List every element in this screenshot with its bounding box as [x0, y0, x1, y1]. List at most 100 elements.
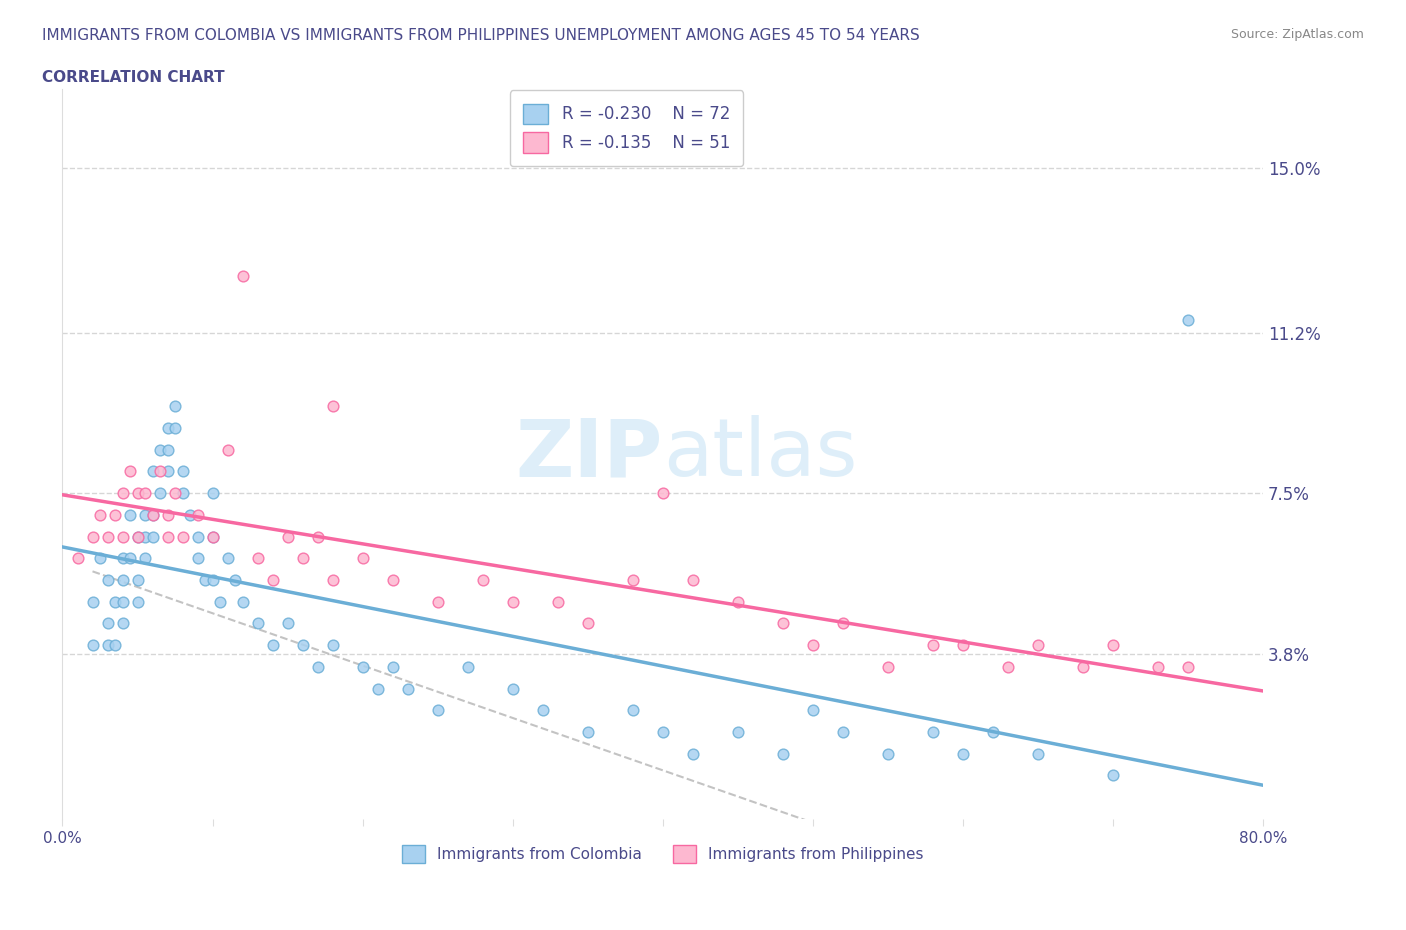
- Point: [997, 659, 1019, 674]
- Point: [831, 616, 853, 631]
- Point: [201, 529, 224, 544]
- Point: [381, 659, 404, 674]
- Point: [156, 464, 179, 479]
- Point: [352, 659, 374, 674]
- Point: [149, 464, 172, 479]
- Point: [172, 529, 194, 544]
- Point: [96, 529, 118, 544]
- Point: [246, 616, 269, 631]
- Point: [134, 485, 156, 500]
- Point: [127, 573, 149, 588]
- Point: [172, 485, 194, 500]
- Point: [621, 573, 644, 588]
- Point: [179, 508, 201, 523]
- Point: [141, 529, 163, 544]
- Point: [801, 703, 824, 718]
- Point: [149, 443, 172, 458]
- Point: [922, 638, 945, 653]
- Point: [165, 485, 187, 500]
- Point: [277, 616, 299, 631]
- Point: [352, 551, 374, 565]
- Point: [801, 638, 824, 653]
- Point: [111, 485, 134, 500]
- Point: [82, 638, 104, 653]
- Point: [396, 681, 419, 696]
- Point: [1177, 312, 1199, 327]
- Point: [307, 659, 329, 674]
- Point: [187, 551, 209, 565]
- Point: [1026, 746, 1049, 761]
- Point: [118, 551, 141, 565]
- Point: [127, 594, 149, 609]
- Point: [381, 573, 404, 588]
- Legend: Immigrants from Colombia, Immigrants from Philippines: Immigrants from Colombia, Immigrants fro…: [396, 839, 929, 870]
- Point: [82, 594, 104, 609]
- Point: [367, 681, 389, 696]
- Point: [262, 573, 284, 588]
- Point: [104, 638, 127, 653]
- Point: [246, 551, 269, 565]
- Point: [952, 638, 974, 653]
- Point: [141, 508, 163, 523]
- Point: [165, 399, 187, 414]
- Point: [682, 746, 704, 761]
- Point: [727, 724, 749, 739]
- Point: [134, 529, 156, 544]
- Point: [682, 573, 704, 588]
- Point: [426, 703, 449, 718]
- Point: [96, 573, 118, 588]
- Text: CORRELATION CHART: CORRELATION CHART: [42, 70, 225, 85]
- Point: [291, 551, 314, 565]
- Point: [201, 485, 224, 500]
- Point: [209, 594, 232, 609]
- Point: [187, 529, 209, 544]
- Point: [232, 269, 254, 284]
- Point: [111, 551, 134, 565]
- Point: [134, 508, 156, 523]
- Point: [156, 443, 179, 458]
- Point: [96, 616, 118, 631]
- Point: [981, 724, 1004, 739]
- Point: [426, 594, 449, 609]
- Point: [322, 638, 344, 653]
- Point: [322, 399, 344, 414]
- Point: [66, 551, 89, 565]
- Point: [134, 551, 156, 565]
- Point: [547, 594, 569, 609]
- Point: [104, 594, 127, 609]
- Point: [1071, 659, 1094, 674]
- Text: Source: ZipAtlas.com: Source: ZipAtlas.com: [1230, 28, 1364, 41]
- Point: [89, 551, 111, 565]
- Point: [772, 616, 794, 631]
- Point: [727, 594, 749, 609]
- Point: [127, 485, 149, 500]
- Point: [502, 594, 524, 609]
- Point: [651, 485, 673, 500]
- Text: IMMIGRANTS FROM COLOMBIA VS IMMIGRANTS FROM PHILIPPINES UNEMPLOYMENT AMONG AGES : IMMIGRANTS FROM COLOMBIA VS IMMIGRANTS F…: [42, 28, 920, 43]
- Point: [576, 616, 599, 631]
- Point: [141, 464, 163, 479]
- Point: [82, 529, 104, 544]
- Point: [156, 420, 179, 435]
- Point: [96, 638, 118, 653]
- Point: [224, 573, 246, 588]
- Point: [127, 529, 149, 544]
- Point: [104, 508, 127, 523]
- Point: [89, 508, 111, 523]
- Point: [141, 508, 163, 523]
- Text: ZIP: ZIP: [516, 415, 662, 493]
- Point: [307, 529, 329, 544]
- Point: [149, 485, 172, 500]
- Point: [111, 616, 134, 631]
- Point: [262, 638, 284, 653]
- Point: [457, 659, 479, 674]
- Point: [576, 724, 599, 739]
- Point: [952, 746, 974, 761]
- Point: [111, 573, 134, 588]
- Point: [118, 508, 141, 523]
- Point: [877, 659, 900, 674]
- Point: [1177, 659, 1199, 674]
- Point: [172, 464, 194, 479]
- Point: [217, 443, 239, 458]
- Point: [1147, 659, 1170, 674]
